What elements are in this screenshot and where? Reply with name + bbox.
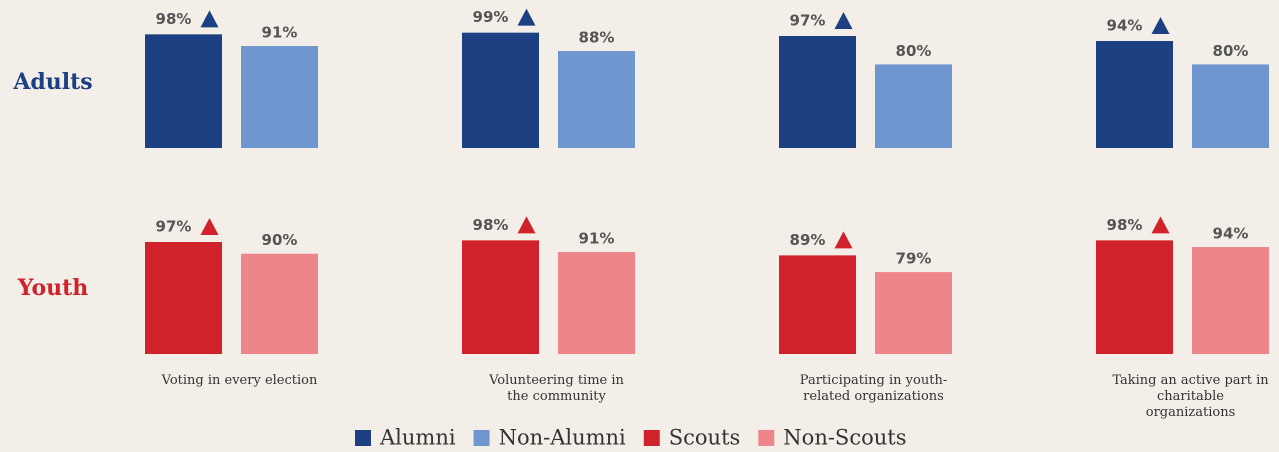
value-label: 98% [473, 216, 509, 234]
bar [558, 252, 635, 354]
value-label: 88% [579, 29, 615, 47]
bar [462, 32, 539, 148]
value-label: 98% [1107, 216, 1143, 234]
value-label: 80% [896, 42, 932, 60]
up-marker [834, 12, 853, 30]
row-label: Youth [17, 275, 89, 301]
value-label: 97% [156, 218, 192, 236]
bar [1192, 247, 1269, 354]
up-marker [834, 231, 853, 249]
value-label: 80% [1213, 42, 1249, 60]
bar [1096, 41, 1173, 148]
value-label: 91% [579, 230, 615, 248]
bar [779, 255, 856, 354]
bar [558, 51, 635, 148]
category-label: Volunteering time in the community [489, 373, 624, 404]
legend-label: Alumni [379, 426, 456, 450]
up-marker [1151, 17, 1170, 35]
legend-swatch [355, 430, 371, 446]
value-label: 79% [896, 250, 932, 268]
category-label: Taking an active part in charitable orga… [1112, 373, 1269, 420]
value-label: 99% [473, 8, 509, 26]
up-marker [517, 216, 536, 234]
up-marker [200, 218, 219, 236]
bar [875, 272, 952, 354]
bar [462, 240, 539, 354]
value-label: 98% [156, 10, 192, 28]
up-marker [517, 8, 536, 26]
bar [1192, 64, 1269, 148]
bar [779, 36, 856, 149]
bar [241, 46, 318, 148]
category-label: Participating in youth-related organizat… [799, 373, 948, 404]
bar [145, 242, 222, 354]
legend-label: Non-Alumni [499, 426, 626, 450]
value-label: 91% [262, 24, 298, 42]
value-label: 89% [790, 231, 826, 249]
value-label: 94% [1107, 17, 1143, 35]
legend-label: Non-Scouts [783, 426, 906, 450]
value-label: 90% [262, 231, 298, 249]
legend-label: Scouts [669, 426, 741, 450]
row-label: Adults [12, 69, 92, 95]
value-label: 97% [790, 12, 826, 30]
value-label: 94% [1213, 225, 1249, 243]
legend-swatch [643, 430, 660, 446]
bar [1096, 240, 1173, 354]
up-marker [1151, 216, 1170, 234]
bar [241, 253, 318, 354]
up-marker [200, 10, 219, 28]
legend-swatch [758, 430, 775, 446]
bar [875, 64, 952, 148]
legend-swatch [473, 430, 490, 446]
bar [145, 34, 222, 148]
category-label: Voting in every election [161, 373, 318, 388]
